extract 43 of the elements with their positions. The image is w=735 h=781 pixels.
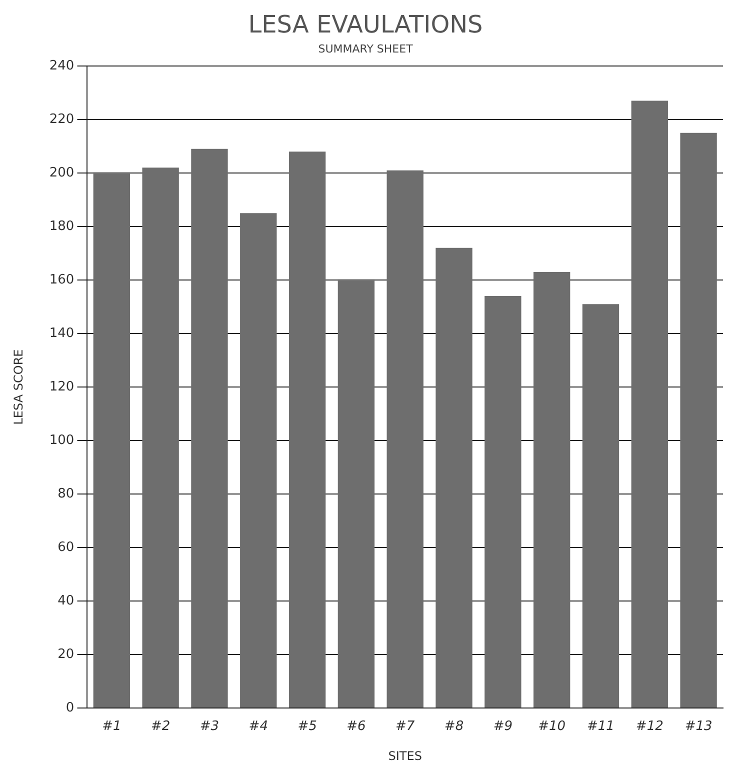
bar (93, 173, 130, 708)
y-tick-label: 0 (66, 700, 74, 716)
y-tick-label: 140 (49, 326, 74, 341)
chart-subtitle: SUMMARY SHEET (318, 42, 414, 56)
bar (436, 248, 472, 708)
bar (484, 296, 522, 708)
x-axis-title: SITES (388, 748, 422, 763)
x-tick-label: #12 (636, 719, 664, 734)
y-tick-label: 240 (49, 58, 74, 74)
y-tick-label: 20 (58, 646, 74, 662)
y-tick-label: 40 (58, 593, 74, 608)
y-tick-label: 60 (58, 540, 74, 555)
y-tick-label: 80 (58, 486, 74, 502)
y-tick-label: 100 (49, 432, 74, 448)
bar (582, 304, 620, 708)
y-tick-label: 220 (49, 112, 74, 127)
bar (338, 280, 375, 708)
bar (680, 132, 717, 708)
x-tick-label: #3 (200, 719, 220, 734)
x-tick-label: #8 (444, 719, 464, 734)
x-tick-label: #1 (102, 719, 122, 734)
x-tick-label: #9 (493, 719, 513, 734)
chart-title: LESA EVAULATIONS (248, 10, 483, 39)
bar (288, 152, 326, 708)
x-tick-label: #6 (346, 719, 366, 734)
bar (240, 213, 277, 708)
x-tick-label: #7 (396, 719, 416, 734)
bar (386, 170, 424, 708)
x-tick-label: #11 (587, 719, 614, 734)
bar (533, 272, 570, 708)
y-axis-title: LESA SCORE (11, 349, 26, 425)
y-tick-label: 180 (49, 218, 74, 234)
x-tick-label: #10 (538, 719, 566, 734)
x-tick-label: #2 (150, 719, 170, 734)
x-tick-label: #5 (298, 719, 317, 734)
bar (191, 148, 228, 708)
y-tick-label: 200 (49, 165, 74, 180)
y-tick-label: 120 (49, 379, 74, 394)
bar (631, 100, 668, 708)
bar (142, 168, 179, 708)
x-tick-label: #13 (684, 719, 712, 734)
y-tick-label: 160 (49, 272, 74, 288)
x-tick-label: #4 (248, 719, 268, 734)
